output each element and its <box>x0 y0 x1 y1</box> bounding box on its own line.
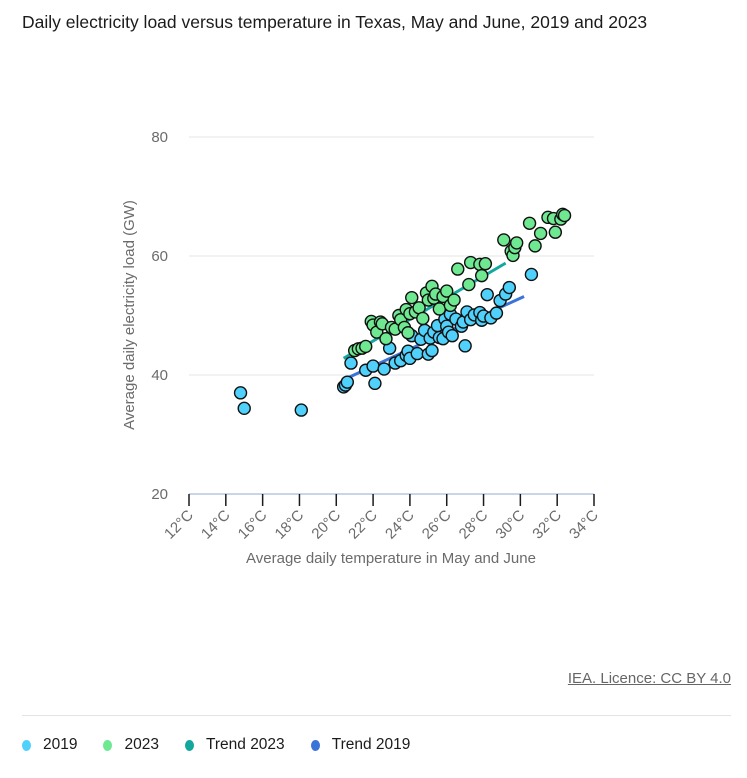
y-tick-label: 40 <box>151 367 168 384</box>
data-point-2023[interactable] <box>497 233 511 247</box>
data-point-2019[interactable] <box>425 343 439 358</box>
x-tick-label: 14°C <box>198 507 234 543</box>
legend-item-trend-2019[interactable]: Trend 2019 <box>310 736 411 754</box>
licence-link[interactable]: IEA. Licence: CC BY 4.0 <box>567 670 731 687</box>
data-point-2019[interactable] <box>233 386 248 400</box>
data-point-2023[interactable] <box>548 225 563 239</box>
data-point-2023[interactable] <box>432 302 447 316</box>
data-point-2019[interactable] <box>237 401 251 416</box>
x-axis-title: Average daily temperature in May and Jun… <box>246 550 536 567</box>
legend-marker-trend-2019 <box>310 739 320 751</box>
legend-marker-2019 <box>22 739 31 751</box>
legend-item-2023[interactable]: 2023 <box>103 736 159 754</box>
data-point-2019[interactable] <box>340 375 355 389</box>
data-points <box>233 207 572 417</box>
x-tick-label: 18°C <box>272 507 308 543</box>
data-point-2023[interactable] <box>557 208 572 223</box>
data-point-2023[interactable] <box>379 332 393 346</box>
legend-marker-2023 <box>103 739 113 751</box>
data-point-2019[interactable] <box>489 306 504 320</box>
gridlines <box>189 136 594 495</box>
data-point-2023[interactable] <box>359 339 373 354</box>
x-tick-label: 22°C <box>345 507 381 543</box>
scatter-chart: 20 40 60 80 12°C 14°C 16°C 18°C 20°C 22°C 24°C 26°… <box>121 129 602 567</box>
data-point-2023[interactable] <box>416 311 430 326</box>
data-point-2023[interactable] <box>447 293 461 307</box>
chart-title: Daily electricity load versus temperatur… <box>22 12 648 32</box>
data-point-2019[interactable] <box>445 329 459 343</box>
x-tick-label: 30°C <box>492 507 528 543</box>
divider <box>22 715 731 716</box>
data-point-2019[interactable] <box>344 356 358 370</box>
legend-item-trend-2023[interactable]: Trend 2023 <box>184 736 285 754</box>
legend-label: Trend 2019 <box>331 736 411 753</box>
data-point-2023[interactable] <box>509 236 524 250</box>
x-tick-label: 16°C <box>235 507 271 543</box>
x-tick-label: 32°C <box>529 507 565 543</box>
data-point-2023[interactable] <box>451 262 465 276</box>
y-axis-ticks: 20 40 60 80 <box>151 129 168 503</box>
data-point-2019[interactable] <box>458 339 472 353</box>
data-point-2023[interactable] <box>401 326 415 340</box>
legend-label: 2023 <box>124 736 159 753</box>
data-point-2023[interactable] <box>405 290 419 305</box>
data-point-2019[interactable] <box>410 346 424 361</box>
data-point-2019[interactable] <box>502 280 517 295</box>
y-tick-label: 60 <box>151 248 168 265</box>
legend-label: 2019 <box>43 736 78 753</box>
y-axis-title: Average daily electricity load (GW) <box>121 200 138 430</box>
data-point-2019[interactable] <box>377 362 391 376</box>
data-point-2019[interactable] <box>366 359 380 373</box>
y-tick-label: 80 <box>151 129 168 146</box>
data-point-2019[interactable] <box>368 376 382 391</box>
data-point-2023[interactable] <box>528 239 542 253</box>
data-point-2019[interactable] <box>294 403 308 417</box>
data-point-2019[interactable] <box>480 287 494 302</box>
x-tick-label: 26°C <box>419 507 455 543</box>
data-point-2023[interactable] <box>522 216 537 230</box>
x-tick-label: 24°C <box>382 507 418 543</box>
legend-item-2019[interactable]: 2019 <box>22 736 77 754</box>
x-tick-label: 12°C <box>161 507 197 543</box>
data-point-2023[interactable] <box>462 277 476 292</box>
x-tick-label: 28°C <box>456 507 492 543</box>
data-point-2019[interactable] <box>524 267 539 282</box>
data-point-2023[interactable] <box>478 257 493 271</box>
y-tick-label: 20 <box>151 486 168 503</box>
x-axis: 12°C 14°C 16°C 18°C 20°C 22°C 24°C 26°C 28°C 30°C… <box>161 494 602 543</box>
data-point-2023[interactable] <box>475 268 489 283</box>
x-tick-label: 34°C <box>566 507 602 543</box>
legend-marker-trend-2023 <box>184 739 194 751</box>
legend: 2019 2023 Trend 2023 Trend 2019 <box>22 736 436 754</box>
data-point-2023[interactable] <box>533 226 548 241</box>
data-point-2023[interactable] <box>440 284 454 298</box>
x-tick-label: 20°C <box>308 507 344 543</box>
legend-label: Trend 2023 <box>205 736 285 753</box>
